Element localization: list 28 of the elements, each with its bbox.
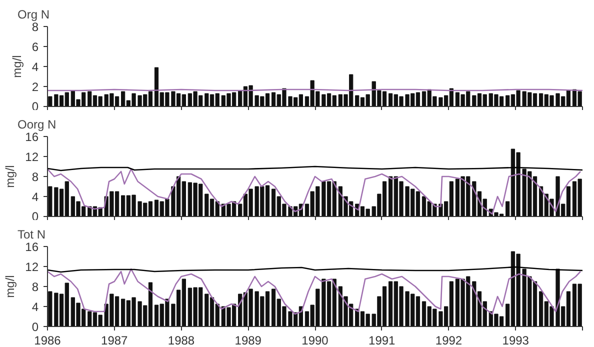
y-tick-label: 12 <box>25 260 39 274</box>
y-axis-title: mg/l <box>3 275 18 298</box>
y-tick-label: 0 <box>32 320 39 334</box>
y-tick-label: 4 <box>32 60 39 74</box>
x-tick-label: 1986 <box>34 334 62 347</box>
x-tick-label: 1992 <box>435 334 462 347</box>
x-tick-label: 1988 <box>168 334 195 347</box>
y-tick-label: 4 <box>32 300 39 314</box>
y-tick-label: 2 <box>32 80 39 94</box>
chart-title: Tot N <box>18 228 46 242</box>
line-series <box>48 268 582 315</box>
y-axis-title: mg/l <box>10 55 24 78</box>
chart-title: Org N <box>18 8 50 22</box>
y-axis-title: mg/l <box>3 165 18 188</box>
y-tick-label: 16 <box>25 240 39 254</box>
x-tick-label: 1993 <box>502 334 530 347</box>
y-tick-label: 12 <box>25 150 39 164</box>
x-tick-label: 1989 <box>234 334 262 347</box>
x-tick-label: 1987 <box>101 334 128 347</box>
y-tick-label: 8 <box>32 20 39 34</box>
x-tick-label: 1991 <box>368 334 396 347</box>
y-tick-label: 4 <box>32 190 39 204</box>
y-tick-label: 8 <box>32 170 39 184</box>
chart-title: Oorg N <box>18 118 56 132</box>
x-tick-label: 1990 <box>302 334 329 347</box>
y-tick-label: 8 <box>32 280 39 294</box>
y-tick-label: 6 <box>32 40 39 54</box>
y-tick-label: 16 <box>25 130 39 144</box>
